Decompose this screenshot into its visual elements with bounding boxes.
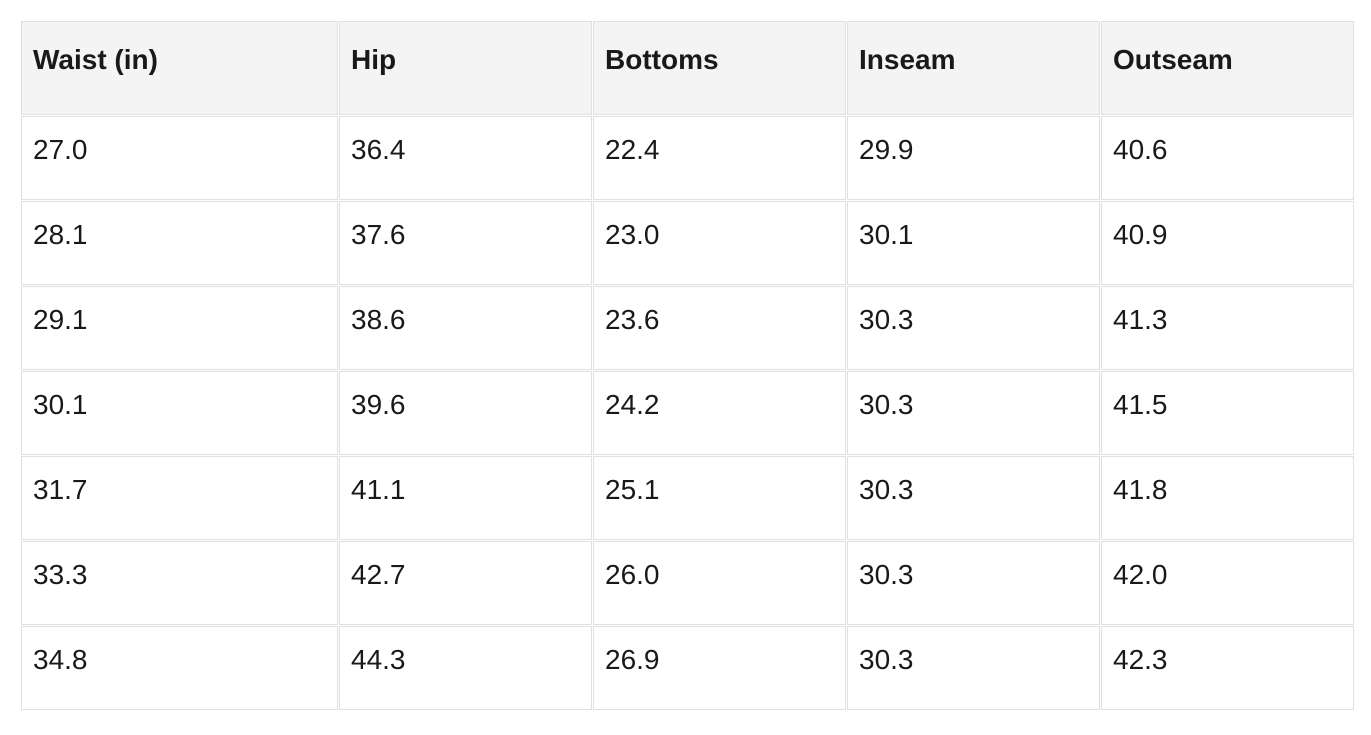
- table-cell: 30.3: [847, 541, 1100, 625]
- table-cell: 34.8: [21, 626, 338, 710]
- column-header-bottoms: Bottoms: [593, 21, 846, 115]
- column-header-waist-in: Waist (in): [21, 21, 338, 115]
- table-cell: 29.9: [847, 116, 1100, 200]
- table-cell: 30.3: [847, 456, 1100, 540]
- column-header-inseam: Inseam: [847, 21, 1100, 115]
- table-cell: 42.7: [339, 541, 592, 625]
- table-body: 27.0 36.4 22.4 29.9 40.6 28.1 37.6 23.0 30.1 40.9…: [21, 116, 1354, 710]
- table-cell: 25.1: [593, 456, 846, 540]
- table-row: 31.7 41.1 25.1 30.3 41.8: [21, 456, 1354, 540]
- size-chart-table: Waist (in) Hip Bottoms Inseam Outseam 27.0 36…: [20, 20, 1355, 711]
- table-cell: 30.1: [847, 201, 1100, 285]
- column-header-outseam: Outseam: [1101, 21, 1354, 115]
- table-cell: 42.3: [1101, 626, 1354, 710]
- table-cell: 41.1: [339, 456, 592, 540]
- table-cell: 28.1: [21, 201, 338, 285]
- table-cell: 37.6: [339, 201, 592, 285]
- table-cell: 41.8: [1101, 456, 1354, 540]
- table-row: 27.0 36.4 22.4 29.9 40.6: [21, 116, 1354, 200]
- table-row: 30.1 39.6 24.2 30.3 41.5: [21, 371, 1354, 455]
- table-header-row: Waist (in) Hip Bottoms Inseam Outseam: [21, 21, 1354, 115]
- table-cell: 41.3: [1101, 286, 1354, 370]
- table-cell: 26.9: [593, 626, 846, 710]
- table-row: 33.3 42.7 26.0 30.3 42.0: [21, 541, 1354, 625]
- table-cell: 30.3: [847, 371, 1100, 455]
- table-cell: 30.3: [847, 626, 1100, 710]
- table-cell: 23.6: [593, 286, 846, 370]
- table-cell: 24.2: [593, 371, 846, 455]
- table-row: 28.1 37.6 23.0 30.1 40.9: [21, 201, 1354, 285]
- table-cell: 41.5: [1101, 371, 1354, 455]
- table-cell: 42.0: [1101, 541, 1354, 625]
- table-cell: 38.6: [339, 286, 592, 370]
- table-cell: 36.4: [339, 116, 592, 200]
- table-cell: 33.3: [21, 541, 338, 625]
- table-cell: 40.9: [1101, 201, 1354, 285]
- column-header-hip: Hip: [339, 21, 592, 115]
- table-cell: 30.1: [21, 371, 338, 455]
- table-cell: 40.6: [1101, 116, 1354, 200]
- table-cell: 22.4: [593, 116, 846, 200]
- table-cell: 31.7: [21, 456, 338, 540]
- table-cell: 39.6: [339, 371, 592, 455]
- table-row: 34.8 44.3 26.9 30.3 42.3: [21, 626, 1354, 710]
- table-cell: 26.0: [593, 541, 846, 625]
- table-cell: 29.1: [21, 286, 338, 370]
- table-cell: 23.0: [593, 201, 846, 285]
- table-row: 29.1 38.6 23.6 30.3 41.3: [21, 286, 1354, 370]
- table-cell: 44.3: [339, 626, 592, 710]
- table-cell: 27.0: [21, 116, 338, 200]
- table-cell: 30.3: [847, 286, 1100, 370]
